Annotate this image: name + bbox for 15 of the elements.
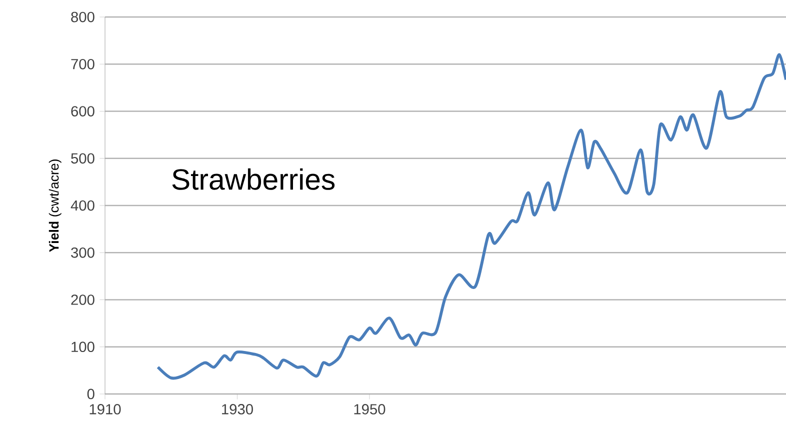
y-tick-label: 700 xyxy=(71,58,94,70)
y-tick-label: 500 xyxy=(71,153,94,164)
y-tick-label: 200 xyxy=(71,294,94,305)
annotation: Strawberries xyxy=(172,168,335,190)
y-tick-label: 800 xyxy=(71,12,94,22)
y-tick-label: 600 xyxy=(71,106,94,116)
line-series xyxy=(156,53,786,380)
y-axis-title: Yield (cwt/acre) xyxy=(48,160,62,252)
y-tick-label: 400 xyxy=(70,200,94,211)
x-tick-label: 1910 xyxy=(90,404,121,414)
x-tick-label: 1930 xyxy=(222,404,253,414)
y-tick-label: 0 xyxy=(87,388,94,400)
y-tick-label: 100 xyxy=(72,342,94,352)
x-tick-label: 1950 xyxy=(354,404,386,414)
y-tick-label: 300 xyxy=(71,247,94,258)
